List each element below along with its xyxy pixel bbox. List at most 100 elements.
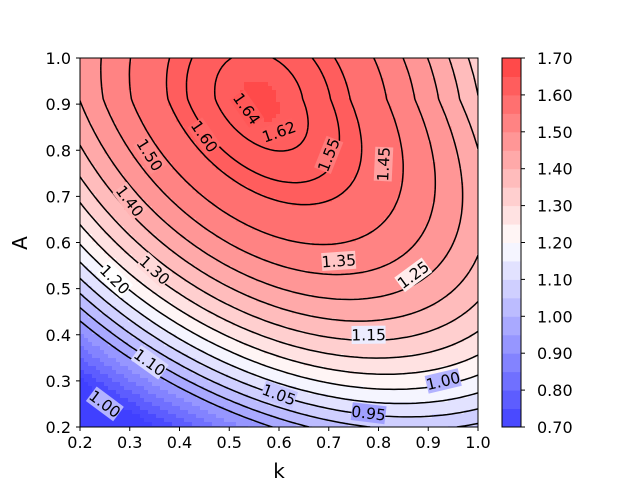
fill-cell <box>220 394 225 399</box>
fill-cell <box>280 318 285 323</box>
fill-cell <box>180 418 185 423</box>
fill-cell <box>200 178 205 183</box>
fill-cell <box>192 306 197 311</box>
fill-cell <box>108 258 113 263</box>
fill-cell <box>188 382 193 387</box>
fill-cell <box>204 222 209 227</box>
fill-cell <box>124 174 129 179</box>
fill-cell <box>132 290 137 295</box>
fill-cell <box>252 146 257 151</box>
fill-cell <box>288 250 293 255</box>
fill-cell <box>240 218 245 223</box>
fill-cell <box>188 110 193 115</box>
fill-cell <box>84 150 89 155</box>
fill-cell <box>252 318 257 323</box>
fill-cell <box>108 318 113 323</box>
fill-cell <box>88 78 93 83</box>
fill-cell <box>264 110 269 115</box>
fill-cell <box>252 218 257 223</box>
fill-cell <box>200 262 205 267</box>
fill-cell <box>232 170 237 175</box>
fill-cell <box>136 378 141 383</box>
fill-cell <box>176 294 181 299</box>
fill-cell <box>192 138 197 143</box>
fill-cell <box>248 254 253 259</box>
fill-cell <box>172 62 177 67</box>
fill-cell <box>216 374 221 379</box>
fill-cell <box>168 58 173 63</box>
fill-cell <box>156 90 161 95</box>
fill-cell <box>252 182 257 187</box>
fill-cell <box>180 162 185 167</box>
fill-cell <box>172 194 177 199</box>
fill-cell <box>96 162 101 167</box>
fill-cell <box>80 166 85 171</box>
fill-cell <box>192 330 197 335</box>
fill-cell <box>104 70 109 75</box>
fill-cell <box>96 130 101 135</box>
fill-cell <box>276 82 281 87</box>
fill-cell <box>292 230 297 235</box>
fill-cell <box>276 258 281 263</box>
fill-cell <box>236 174 241 179</box>
fill-cell <box>176 422 181 427</box>
fill-cell <box>172 406 177 411</box>
fill-cell <box>208 238 213 243</box>
fill-cell <box>84 326 89 331</box>
fill-cell <box>236 230 241 235</box>
fill-cell <box>136 282 141 287</box>
fill-cell <box>216 190 221 195</box>
fill-cell <box>148 418 153 423</box>
fill-cell <box>184 158 189 163</box>
fill-cell <box>172 222 177 227</box>
fill-cell <box>236 326 241 331</box>
fill-cell <box>84 138 89 143</box>
fill-cell <box>220 66 225 71</box>
fill-cell <box>292 70 297 75</box>
fill-cell <box>248 182 253 187</box>
fill-cell <box>252 74 257 79</box>
fill-cell <box>180 86 185 91</box>
fill-cell <box>184 106 189 111</box>
fill-cell <box>220 238 225 243</box>
fill-cell <box>116 186 121 191</box>
fill-cell <box>228 106 233 111</box>
fill-cell <box>196 390 201 395</box>
fill-cell <box>116 126 121 131</box>
fill-cell <box>128 390 133 395</box>
fill-cell <box>96 326 101 331</box>
fill-cell <box>196 370 201 375</box>
fill-cell <box>204 230 209 235</box>
fill-cell <box>80 350 85 355</box>
fill-cell <box>232 130 237 135</box>
fill-cell <box>92 122 97 127</box>
fill-cell <box>260 62 265 67</box>
fill-cell <box>132 418 137 423</box>
fill-cell <box>96 66 101 71</box>
fill-cell <box>280 94 285 99</box>
fill-cell <box>184 254 189 259</box>
fill-cell <box>204 282 209 287</box>
fill-cell <box>264 374 269 379</box>
fill-cell <box>228 202 233 207</box>
fill-cell <box>140 126 145 131</box>
fill-cell <box>100 182 105 187</box>
fill-cell <box>196 322 201 327</box>
fill-cell <box>104 62 109 67</box>
fill-cell <box>276 62 281 67</box>
fill-cell <box>188 294 193 299</box>
fill-cell <box>196 338 201 343</box>
fill-cell <box>268 246 273 251</box>
fill-cell <box>288 322 293 327</box>
fill-cell <box>160 290 165 295</box>
fill-cell <box>100 218 105 223</box>
fill-cell <box>144 214 149 219</box>
fill-cell <box>120 158 125 163</box>
fill-cell <box>176 326 181 331</box>
fill-cell <box>168 90 173 95</box>
fill-cell <box>252 326 257 331</box>
fill-cell <box>280 198 285 203</box>
fill-cell <box>124 350 129 355</box>
fill-cell <box>268 110 273 115</box>
fill-cell <box>248 130 253 135</box>
